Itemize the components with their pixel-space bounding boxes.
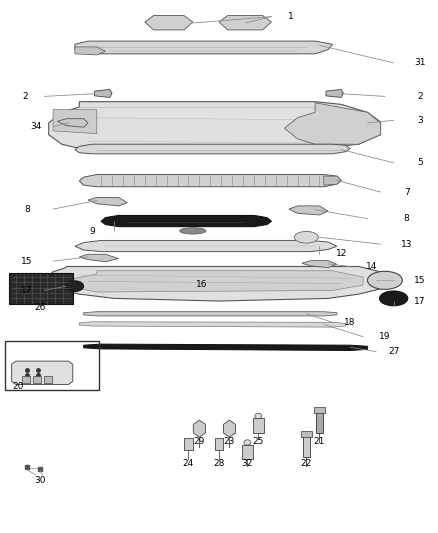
Text: 9: 9: [89, 227, 95, 236]
Polygon shape: [215, 438, 223, 450]
Text: 25: 25: [253, 438, 264, 447]
Ellipse shape: [66, 281, 84, 292]
Polygon shape: [324, 176, 341, 185]
Polygon shape: [79, 254, 119, 262]
Polygon shape: [88, 197, 127, 206]
Text: 15: 15: [414, 276, 426, 285]
Polygon shape: [223, 420, 236, 437]
Polygon shape: [71, 271, 363, 292]
Bar: [10, 273, 73, 304]
Bar: [5, 341, 99, 390]
Polygon shape: [326, 90, 343, 98]
Polygon shape: [145, 15, 193, 30]
Bar: [316, 411, 323, 433]
Text: 29: 29: [194, 438, 205, 447]
Bar: [303, 435, 310, 457]
Text: 12: 12: [336, 249, 347, 259]
Polygon shape: [75, 144, 350, 154]
Text: 28: 28: [213, 459, 225, 467]
Text: 5: 5: [417, 158, 423, 167]
Ellipse shape: [379, 291, 408, 306]
Polygon shape: [79, 174, 341, 187]
Text: 34: 34: [30, 122, 41, 131]
Text: 1: 1: [288, 12, 294, 21]
Text: 8: 8: [404, 214, 410, 223]
Text: 15: 15: [21, 257, 33, 265]
Bar: [33, 376, 41, 383]
Polygon shape: [101, 215, 272, 227]
Text: 2: 2: [22, 92, 28, 101]
Polygon shape: [95, 90, 112, 98]
Text: 27: 27: [388, 347, 399, 356]
Ellipse shape: [244, 440, 251, 445]
Text: 3: 3: [417, 116, 423, 125]
Ellipse shape: [255, 413, 262, 418]
Text: 14: 14: [366, 262, 378, 271]
Polygon shape: [49, 102, 381, 149]
Polygon shape: [44, 266, 394, 301]
Bar: [314, 407, 325, 413]
Text: 13: 13: [401, 240, 413, 249]
Bar: [300, 431, 312, 437]
Polygon shape: [285, 103, 381, 144]
Ellipse shape: [294, 231, 318, 243]
Polygon shape: [79, 322, 346, 327]
Bar: [44, 376, 52, 383]
Bar: [21, 376, 29, 383]
Ellipse shape: [180, 228, 206, 234]
Polygon shape: [184, 438, 193, 450]
Text: 17: 17: [21, 286, 33, 295]
Bar: [253, 418, 264, 433]
Polygon shape: [289, 206, 328, 215]
Polygon shape: [53, 110, 97, 134]
Text: 19: 19: [379, 332, 391, 341]
Polygon shape: [75, 47, 106, 55]
Polygon shape: [84, 344, 367, 351]
Text: 18: 18: [344, 318, 356, 327]
Text: 31: 31: [414, 59, 426, 67]
Polygon shape: [219, 15, 272, 30]
Text: 16: 16: [196, 279, 207, 288]
Text: 2: 2: [417, 92, 423, 101]
Polygon shape: [57, 119, 88, 127]
Text: 32: 32: [242, 459, 253, 467]
Polygon shape: [84, 312, 337, 316]
Polygon shape: [12, 361, 73, 384]
Text: 17: 17: [414, 296, 426, 305]
Bar: [242, 445, 253, 459]
Ellipse shape: [367, 271, 403, 289]
Text: 22: 22: [301, 459, 312, 467]
Text: 24: 24: [183, 459, 194, 467]
Polygon shape: [302, 261, 337, 268]
Polygon shape: [75, 41, 332, 54]
Text: 30: 30: [34, 476, 46, 484]
Text: 8: 8: [24, 205, 30, 214]
Text: 26: 26: [34, 303, 46, 312]
Text: 23: 23: [224, 438, 235, 447]
Polygon shape: [75, 240, 337, 252]
Text: 7: 7: [404, 188, 410, 197]
Text: 21: 21: [314, 438, 325, 447]
Text: 20: 20: [12, 382, 24, 391]
Polygon shape: [193, 420, 205, 437]
